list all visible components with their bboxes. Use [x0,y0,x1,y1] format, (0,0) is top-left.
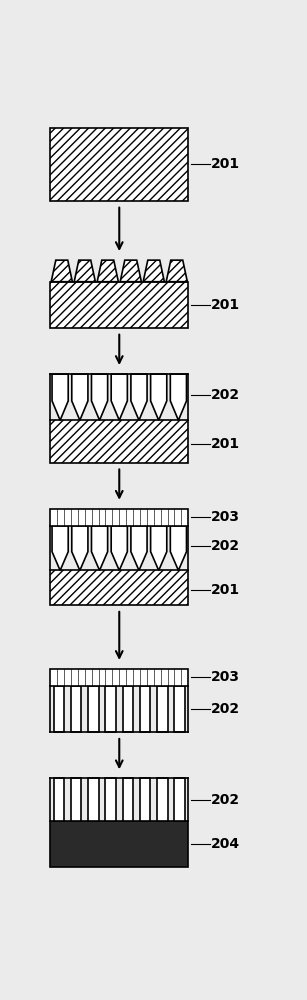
Bar [174,778,185,821]
Polygon shape [131,526,147,570]
Bar [88,686,99,732]
Bar [71,778,81,821]
Bar [88,778,99,821]
Bar [50,570,188,605]
Bar [122,778,133,821]
Polygon shape [91,374,108,420]
Polygon shape [74,260,95,282]
Text: 204: 204 [211,837,240,851]
Bar [105,686,116,732]
Polygon shape [170,526,186,570]
Polygon shape [51,260,72,282]
Bar [50,821,188,867]
Polygon shape [170,374,186,420]
Text: 202: 202 [211,793,240,807]
Polygon shape [52,526,68,570]
Bar [157,778,168,821]
Text: 201: 201 [211,437,240,451]
Polygon shape [111,526,127,570]
Bar [50,282,188,328]
Text: 201: 201 [211,583,240,597]
Bar [50,128,188,201]
Text: 203: 203 [211,510,240,524]
Polygon shape [72,526,88,570]
Bar [105,778,116,821]
Text: 203: 203 [211,670,240,684]
Bar [174,686,185,732]
Polygon shape [111,374,127,420]
Text: 201: 201 [211,298,240,312]
Text: 202: 202 [211,539,240,553]
Bar [71,686,81,732]
Bar [140,778,150,821]
Polygon shape [166,260,187,282]
Text: 202: 202 [211,702,240,716]
Bar [140,686,150,732]
Polygon shape [131,374,147,420]
Polygon shape [52,374,68,420]
Bar [122,686,133,732]
Polygon shape [120,260,141,282]
Polygon shape [151,526,167,570]
Polygon shape [91,526,108,570]
Polygon shape [72,374,88,420]
Bar [53,778,64,821]
Bar [157,686,168,732]
Text: 201: 201 [211,157,240,171]
Bar [50,509,188,526]
Polygon shape [151,374,167,420]
Bar [53,686,64,732]
Bar [50,669,188,686]
Text: 202: 202 [211,388,240,402]
Polygon shape [143,260,164,282]
Bar [50,420,188,463]
Polygon shape [97,260,119,282]
